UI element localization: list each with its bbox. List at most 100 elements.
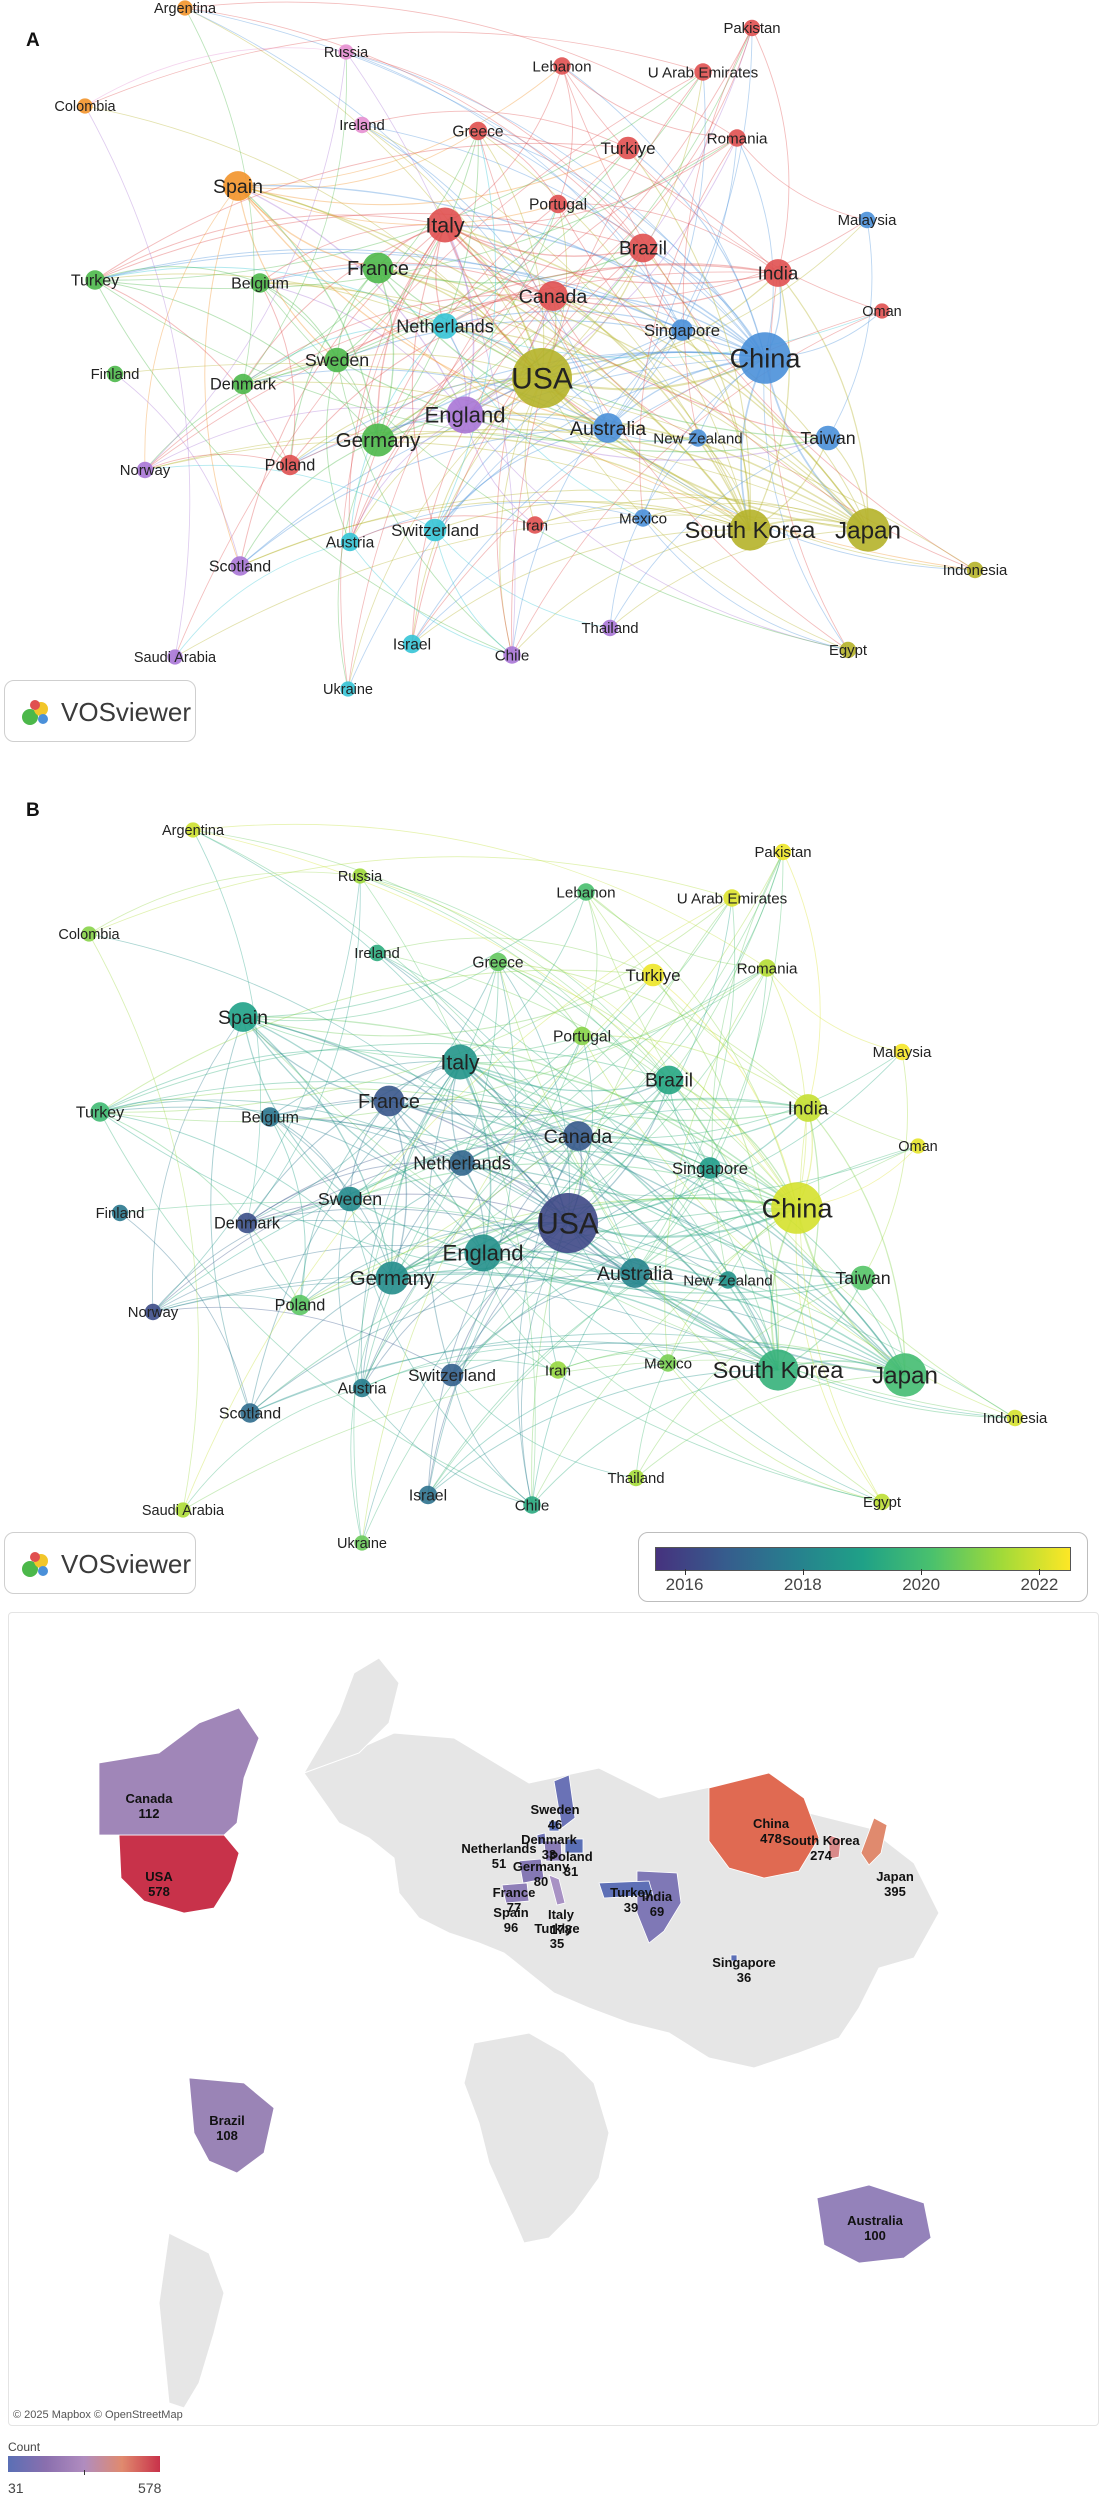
node-south-korea[interactable] (757, 1349, 799, 1391)
node-romania[interactable] (758, 959, 776, 977)
node-taiwan[interactable] (815, 425, 841, 451)
node-colombia[interactable] (81, 926, 97, 942)
node-singapore[interactable] (699, 1157, 721, 1179)
vosviewer-badge-b[interactable]: VOSviewer (4, 1532, 196, 1594)
node-lebanon[interactable] (577, 883, 595, 901)
node-italy[interactable] (442, 1044, 478, 1080)
region-australia[interactable] (816, 2184, 932, 2264)
node-norway[interactable] (144, 1303, 162, 1321)
node-israel[interactable] (402, 634, 422, 654)
node-pakistan[interactable] (774, 843, 792, 861)
node-indonesia[interactable] (966, 561, 984, 579)
node-india[interactable] (764, 259, 792, 287)
region-denmark[interactable] (548, 1820, 560, 1832)
node-poland[interactable] (289, 1294, 311, 1316)
node-canada[interactable] (563, 1121, 593, 1151)
node-belgium[interactable] (250, 273, 270, 293)
node-austria[interactable] (340, 532, 360, 552)
node-japan[interactable] (883, 1353, 927, 1397)
region-brazil[interactable] (188, 2077, 275, 2174)
node-switzerland[interactable] (440, 1363, 464, 1387)
node-iran[interactable] (549, 1361, 567, 1379)
node-layer[interactable] (77, 0, 984, 697)
network-overlay-graph[interactable]: USA China Japan South Korea England Italy Germ… (0, 790, 1100, 1610)
node-china[interactable] (739, 332, 791, 384)
node-scotland[interactable] (240, 1403, 260, 1423)
node-finland[interactable] (111, 1204, 129, 1222)
vosviewer-badge[interactable]: VOSviewer (4, 680, 196, 742)
node-egypt[interactable] (839, 641, 857, 659)
region-italy[interactable] (548, 1874, 566, 1906)
region-germany[interactable] (543, 1840, 563, 1862)
node-usa[interactable] (538, 1193, 598, 1253)
node-switzerland[interactable] (423, 518, 447, 542)
node-oman[interactable] (910, 1138, 926, 1154)
node-turkiye[interactable] (616, 136, 640, 160)
node-spain[interactable] (228, 1002, 258, 1032)
region-poland[interactable] (564, 1838, 584, 1854)
node-denmark[interactable] (232, 373, 254, 395)
node-russia[interactable] (352, 868, 368, 884)
node-ukraine[interactable] (340, 681, 356, 697)
node-thailand[interactable] (601, 619, 619, 637)
node-italy[interactable] (427, 207, 463, 243)
node-china[interactable] (771, 1182, 823, 1234)
node-oman[interactable] (874, 303, 890, 319)
region-france[interactable] (518, 1858, 545, 1884)
node-south-korea[interactable] (729, 509, 771, 551)
node-germany[interactable] (361, 423, 395, 457)
node-chile[interactable] (523, 1496, 541, 1514)
network-cluster-graph[interactable]: USA China Japan South Korea England Italy Germ… (0, 0, 1100, 760)
node-scotland[interactable] (230, 556, 250, 576)
node-belgium[interactable] (260, 1107, 280, 1127)
region-singapore[interactable] (730, 1954, 738, 1962)
node-japan[interactable] (846, 508, 890, 552)
node-portugal[interactable] (572, 1026, 592, 1046)
node-brazil[interactable] (654, 1065, 684, 1095)
node-greece[interactable] (468, 121, 488, 141)
node-netherlands[interactable] (449, 1150, 475, 1176)
node-turkey[interactable] (90, 1102, 110, 1122)
node-france[interactable] (373, 1085, 405, 1117)
node-netherlands[interactable] (432, 313, 458, 339)
node-ukraine[interactable] (354, 1535, 370, 1551)
node-greece[interactable] (488, 952, 508, 972)
node-finland[interactable] (106, 365, 124, 383)
node-sweden[interactable] (337, 1186, 363, 1212)
node-france[interactable] (362, 252, 394, 284)
node-pakistan[interactable] (743, 19, 761, 37)
node-iran[interactable] (526, 516, 544, 534)
region-china[interactable] (708, 1772, 820, 1879)
node-u-arab-emirates[interactable] (694, 63, 712, 81)
node-thailand[interactable] (627, 1469, 645, 1487)
region-turkey[interactable] (598, 1880, 654, 1899)
node-taiwan[interactable] (850, 1265, 876, 1291)
choropleth-regions[interactable] (98, 1707, 932, 2264)
node-indonesia[interactable] (1006, 1409, 1024, 1427)
node-saudi-arabia[interactable] (175, 1502, 191, 1518)
region-south-korea[interactable] (828, 1834, 842, 1860)
node-ireland[interactable] (368, 944, 386, 962)
node-argentina[interactable] (185, 822, 201, 838)
node-canada[interactable] (538, 281, 568, 311)
node-mexico[interactable] (659, 1354, 677, 1372)
node-australia[interactable] (593, 413, 623, 443)
node-england[interactable] (464, 1234, 502, 1272)
node-ireland[interactable] (353, 116, 371, 134)
node-portugal[interactable] (548, 194, 568, 214)
node-chile[interactable] (503, 646, 521, 664)
node-u-arab-emirates[interactable] (723, 889, 741, 907)
node-mexico[interactable] (634, 509, 652, 527)
node-germany[interactable] (375, 1261, 409, 1295)
node-sweden[interactable] (324, 347, 350, 373)
node-turkey[interactable] (85, 270, 105, 290)
region-canada[interactable] (98, 1707, 260, 1836)
node-layer[interactable] (81, 822, 1024, 1551)
node-malaysia[interactable] (858, 211, 876, 229)
node-singapore[interactable] (671, 319, 693, 341)
node-new-zealand[interactable] (719, 1271, 737, 1289)
node-new-zealand[interactable] (689, 429, 707, 447)
node-colombia[interactable] (77, 98, 93, 114)
region-sweden[interactable] (553, 1774, 576, 1829)
node-spain[interactable] (223, 171, 253, 201)
